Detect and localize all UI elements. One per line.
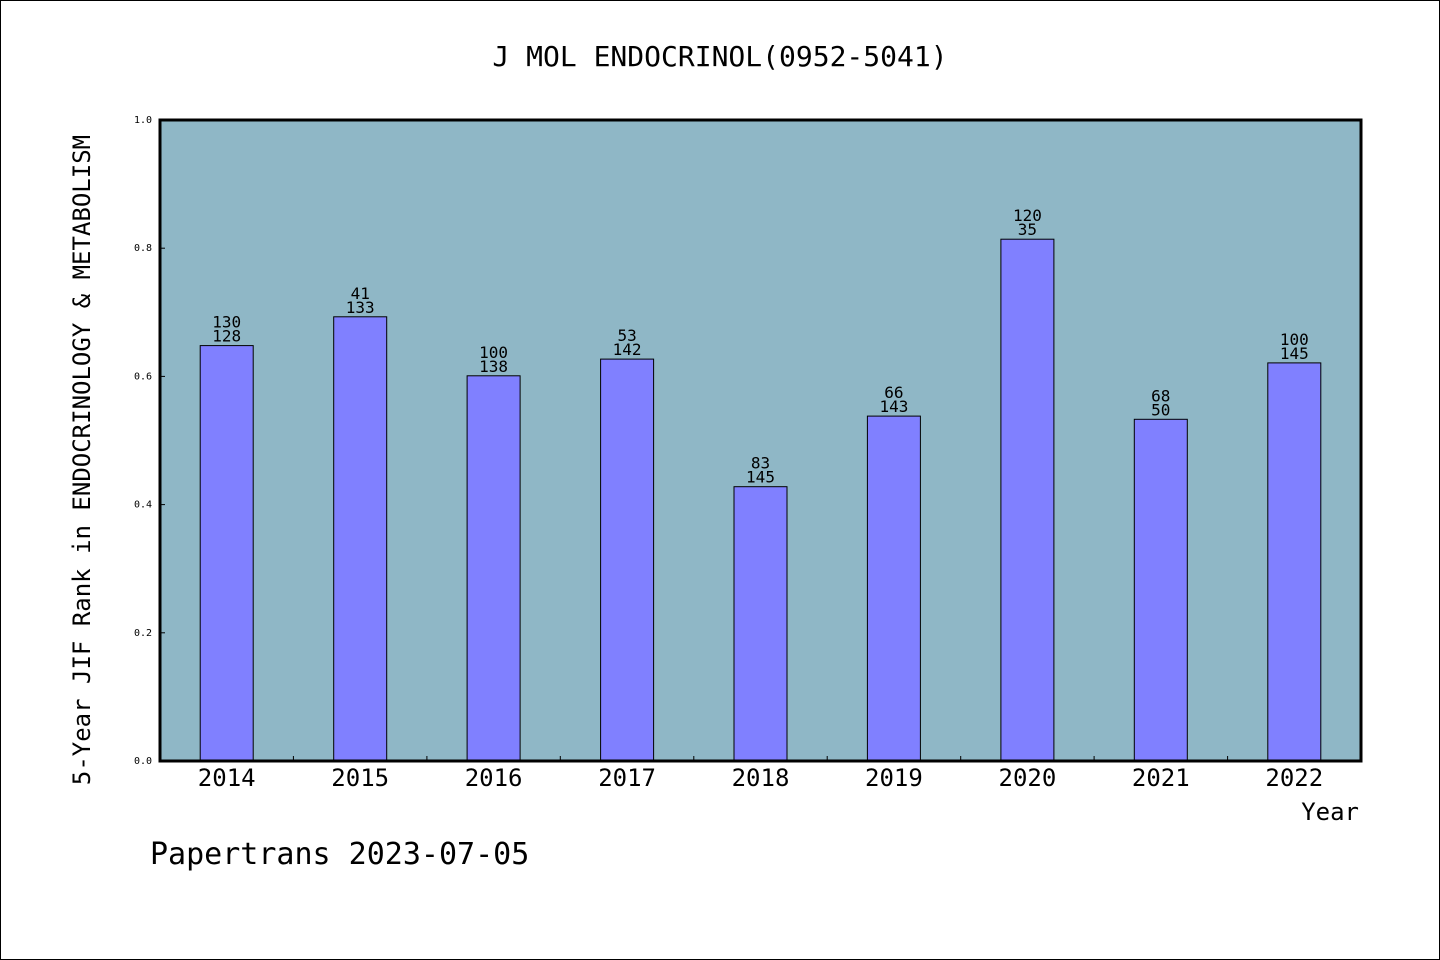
x-tick-label: 2018	[732, 764, 790, 792]
bar-label-top: 53	[617, 326, 636, 345]
x-tick-label: 2020	[999, 764, 1057, 792]
bar-label-bottom: 133	[346, 298, 375, 317]
bar-label-top: 100	[479, 343, 508, 362]
chart-title: J MOL ENDOCRINOL(0952-5041)	[492, 40, 947, 73]
footer-text: Papertrans 2023-07-05	[150, 837, 529, 872]
bar-2019	[866, 415, 921, 762]
x-tick-label: 2019	[865, 764, 923, 792]
bar-2020	[1000, 238, 1055, 762]
bars-group: 1301284113310013853142831456614312035685…	[199, 206, 1322, 762]
bar-label-top: 120	[1013, 206, 1042, 225]
x-tick-label: 2022	[1265, 764, 1323, 792]
bar-2021	[1133, 418, 1188, 762]
plot-frame	[158, 118, 1363, 763]
bar-label-bottom: 142	[613, 340, 642, 359]
bar-2018	[733, 486, 788, 762]
bar-label-top: 100	[1280, 330, 1309, 349]
bar-label-bottom: 143	[879, 397, 908, 416]
bar-2015	[333, 316, 388, 762]
bar-2022	[1267, 362, 1322, 762]
bar-label-bottom: 145	[1280, 344, 1309, 363]
y-axis-label: 5-Year JIF Rank in ENDOCRINOLOGY & METAB…	[68, 135, 96, 785]
bar-2016	[466, 375, 521, 762]
x-tick-label: 2014	[198, 764, 256, 792]
bar-label-top: 41	[351, 284, 370, 303]
x-axis: 2014 2015 2016 2017 2018 2019 2020 2021 2022	[198, 756, 1323, 792]
y-tick-label: 0.0	[134, 756, 152, 767]
x-tick-label: 2015	[331, 764, 389, 792]
bar-2017	[600, 358, 655, 762]
bar-label-top: 68	[1151, 386, 1170, 405]
bar-label-bottom: 145	[746, 468, 775, 487]
bar-2014	[199, 345, 254, 762]
y-tick-label: 0.2	[134, 628, 152, 639]
y-tick-label: 1.0	[134, 115, 152, 126]
bar-label-top: 130	[212, 313, 241, 332]
x-tick-label: 2021	[1132, 764, 1190, 792]
y-tick-label: 0.6	[134, 371, 152, 382]
y-tick-label: 0.4	[134, 500, 152, 511]
bar-label-bottom: 50	[1151, 400, 1170, 419]
y-tick-label: 0.8	[134, 243, 152, 254]
bar-label-bottom: 138	[479, 357, 508, 376]
bar-label-top: 66	[884, 383, 903, 402]
x-axis-label: Year	[1301, 798, 1359, 826]
bar-label-top: 83	[751, 454, 770, 473]
x-tick-label: 2016	[465, 764, 523, 792]
bar-label-bottom: 128	[212, 327, 241, 346]
x-tick-label: 2017	[598, 764, 656, 792]
bar-label-bottom: 35	[1018, 220, 1037, 239]
